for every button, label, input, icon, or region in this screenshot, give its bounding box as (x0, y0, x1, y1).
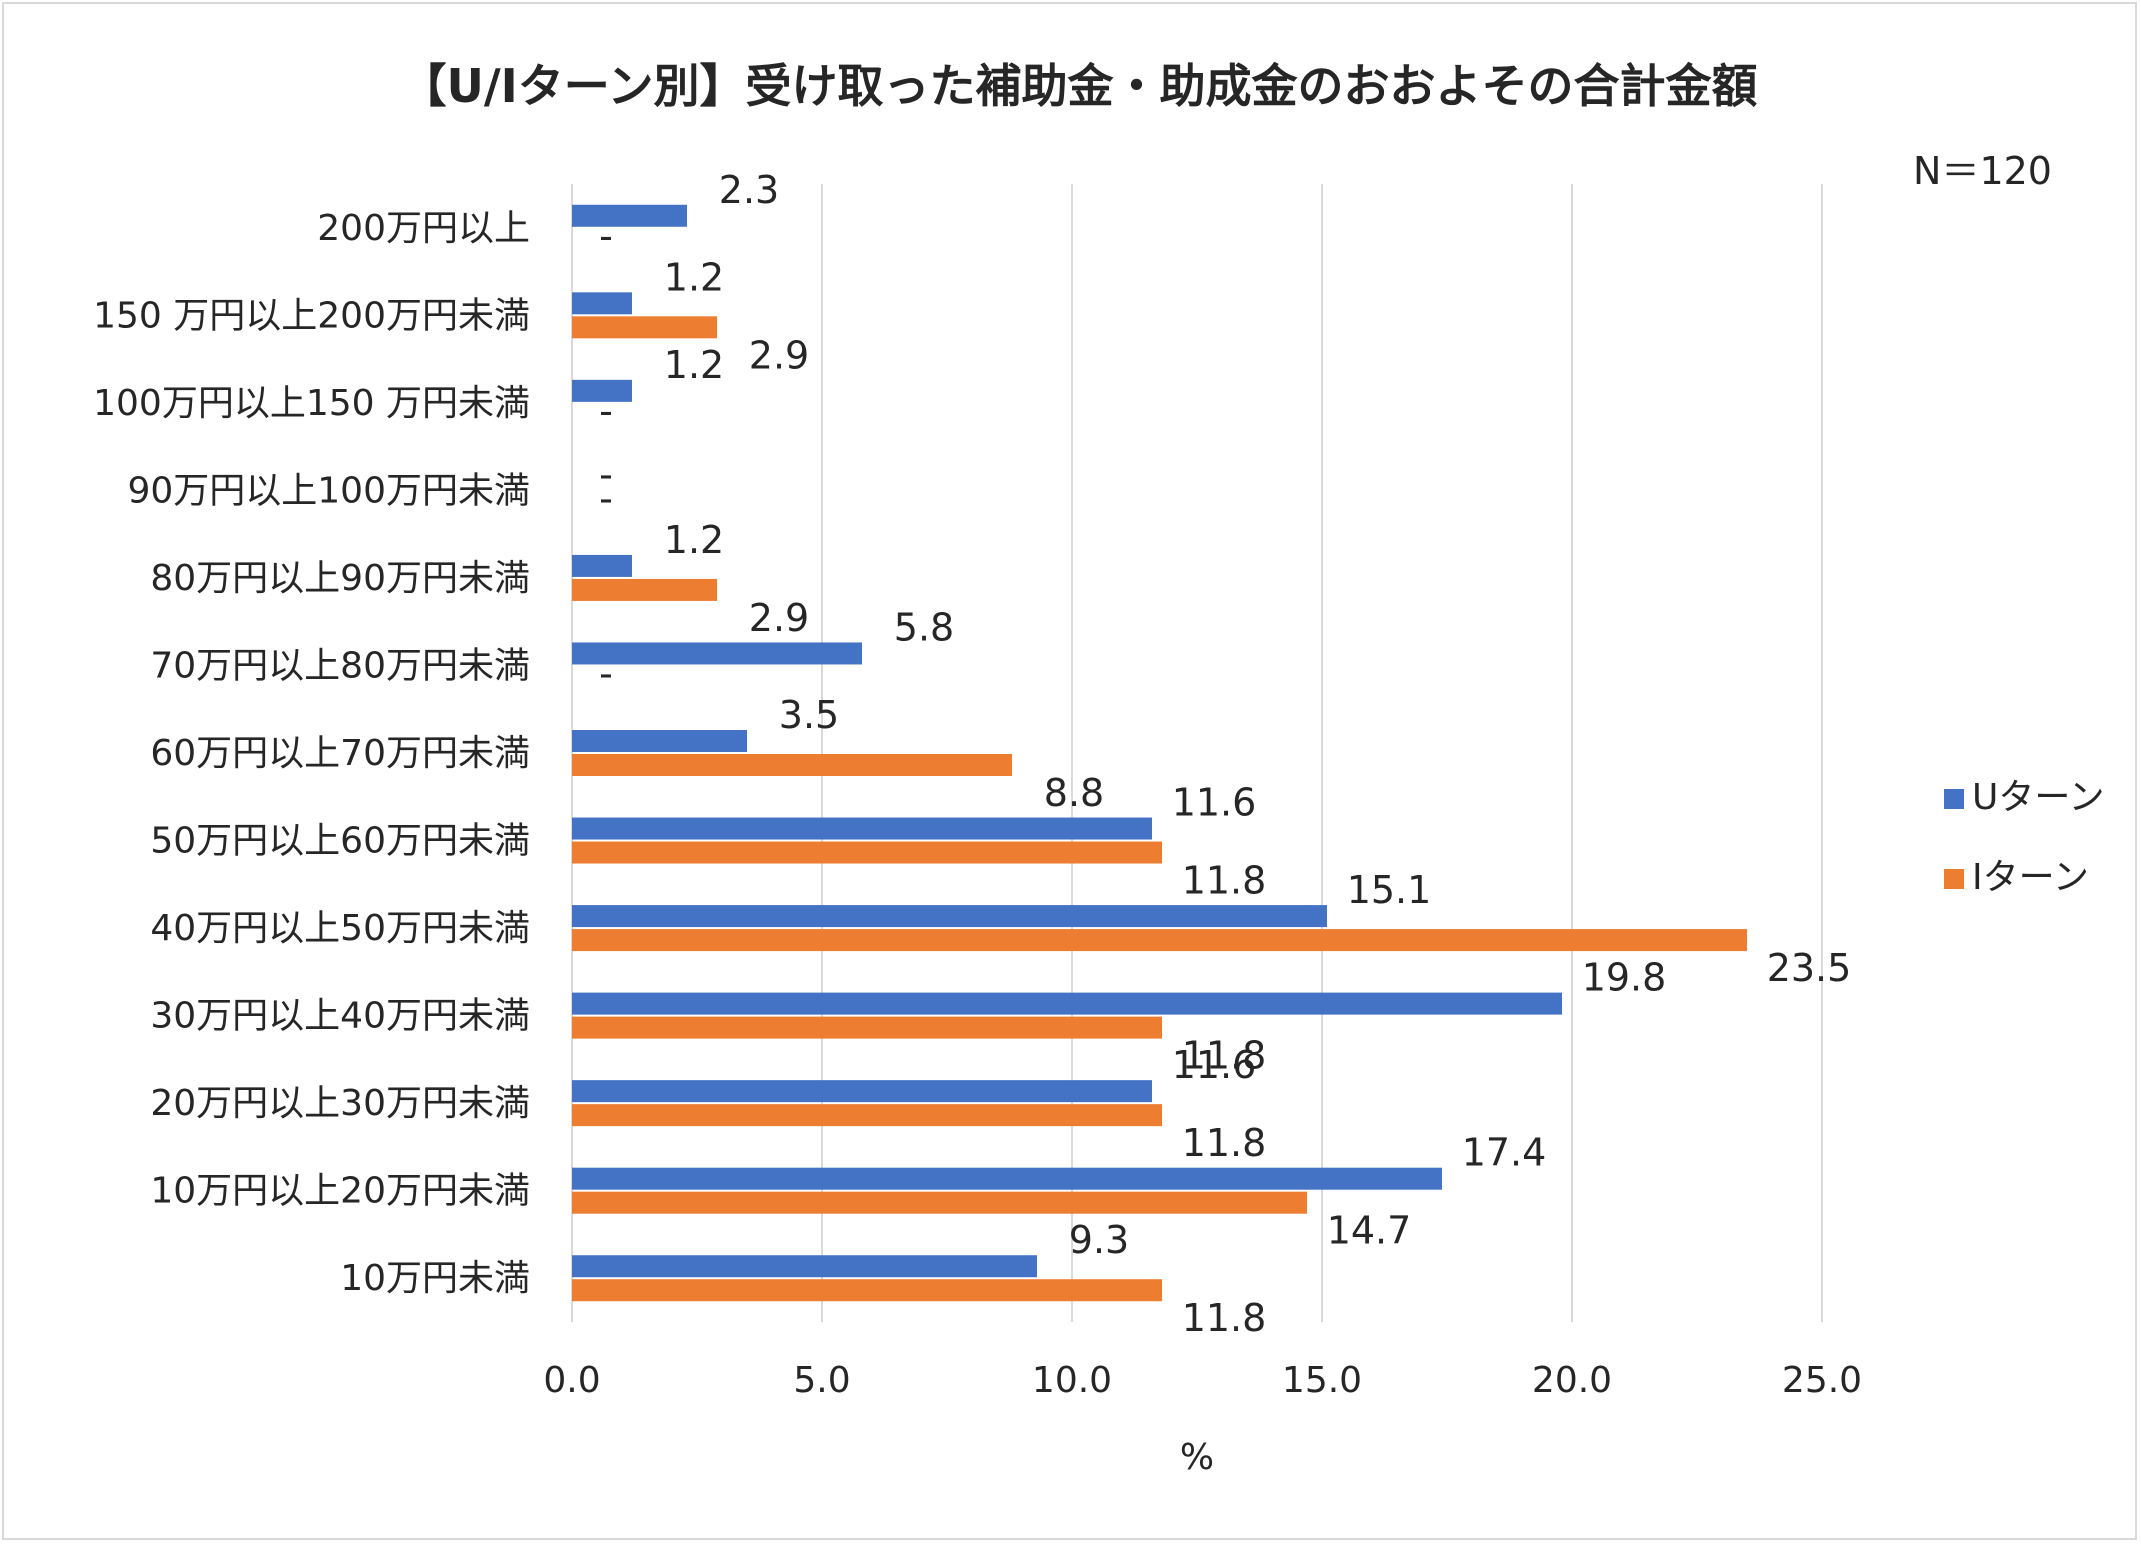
category-label: 60万円以上70万円未満 (150, 733, 530, 774)
i-turn-bar (572, 1191, 1307, 1214)
i-turn-empty-label: - (599, 214, 613, 258)
u-turn-value-label: 1.2 (664, 343, 724, 387)
i-turn-empty-label: - (599, 651, 613, 695)
i-turn-legend-label: Iターン (1972, 857, 2089, 898)
i-turn-value-label: 23.5 (1767, 946, 1852, 990)
u-turn-value-label: 19.8 (1582, 956, 1667, 1000)
i-turn-value-label: 8.8 (1044, 771, 1104, 815)
u-turn-value-label: 1.2 (664, 255, 724, 299)
i-turn-bar (572, 754, 1012, 776)
i-turn-bar (572, 1104, 1162, 1127)
u-turn-bar (572, 204, 687, 227)
u-turn-value-label: 11.6 (1172, 781, 1257, 825)
i-turn-bar (572, 1279, 1162, 1302)
chart-title: 【U/Iターン別】受け取った補助金・助成金のおおよその合計金額 (401, 59, 1758, 113)
u-turn-value-label: 15.1 (1347, 868, 1432, 912)
u-turn-bar (572, 554, 632, 577)
i-turn-bar (572, 578, 717, 601)
i-turn-bar (572, 841, 1162, 864)
u-turn-bar (572, 1167, 1442, 1190)
i-turn-bar (572, 1016, 1162, 1039)
sample-size-note: N＝120 (1913, 149, 2052, 193)
u-turn-value-label: 5.8 (894, 605, 954, 649)
x-tick-label: 10.0 (1032, 1360, 1112, 1401)
x-tick-label: 5.0 (793, 1360, 850, 1401)
u-turn-value-label: 17.4 (1462, 1131, 1547, 1175)
category-label: 80万円以上90万円未満 (150, 558, 530, 599)
category-label: 40万円以上50万円未満 (150, 908, 530, 949)
u-turn-bar (572, 1255, 1037, 1278)
u-turn-empty-label: - (599, 452, 613, 496)
bars (572, 204, 1747, 1302)
i-turn-value-label: 11.8 (1182, 1121, 1267, 1165)
category-label: 70万円以上80万円未満 (150, 645, 530, 686)
category-label: 150 万円以上200万円未満 (93, 295, 530, 336)
i-turn-value-label: 2.9 (749, 333, 809, 377)
category-labels: 200万円以上 150 万円以上200万円未満 100万円以上150 万円未満 90万… (93, 208, 530, 1299)
x-tick-label: 25.0 (1782, 1360, 1862, 1401)
i-turn-bar (572, 316, 717, 339)
category-label: 100万円以上150 万円未満 (93, 383, 530, 424)
u-turn-value-label: 9.3 (1069, 1218, 1129, 1262)
u-turn-value-label: 2.3 (719, 168, 779, 212)
i-turn-value-label: 14.7 (1327, 1209, 1412, 1253)
i-turn-empty-label: - (599, 476, 613, 520)
u-turn-bar (572, 379, 632, 402)
i-turn-value-label: 11.8 (1182, 1296, 1267, 1340)
x-axis-label: % (1180, 1437, 1214, 1478)
category-label: 20万円以上30万円未満 (150, 1083, 530, 1124)
i-turn-value-label: 11.8 (1182, 859, 1267, 903)
u-turn-bar (572, 642, 862, 665)
u-turn-value-label: 1.2 (664, 518, 724, 562)
x-tick-label: 20.0 (1532, 1360, 1612, 1401)
chart-svg: 【U/Iターン別】受け取った補助金・助成金のおおよその合計金額 N＝120 2.… (93, 59, 2105, 1478)
u-turn-value-label: 3.5 (779, 693, 839, 737)
category-label: 50万円以上60万円未満 (150, 821, 530, 862)
data-labels: 2.3-1.22.91.2---1.22.9 5.8-3.58.8 11.611.8… (599, 168, 1851, 1340)
i-turn-legend-swatch (1944, 869, 1964, 889)
i-turn-value-label: 2.9 (749, 596, 809, 640)
category-label: 10万円以上20万円未満 (150, 1171, 530, 1212)
category-label: 90万円以上100万円未満 (127, 470, 530, 511)
u-turn-bar (572, 905, 1327, 928)
gridlines (571, 184, 1823, 1322)
u-turn-bar (572, 1080, 1152, 1103)
legend: Uターン Iターン (1944, 777, 2105, 898)
u-turn-bar (572, 730, 747, 752)
u-turn-value-label: 11.6 (1172, 1043, 1257, 1087)
category-label: 30万円以上40万円未満 (150, 996, 530, 1037)
u-turn-bar (572, 292, 632, 315)
i-turn-empty-label: - (599, 389, 613, 433)
category-label: 200万円以上 (317, 208, 530, 249)
x-tick-label: 15.0 (1282, 1360, 1362, 1401)
x-tick-labels: 0.0 5.0 10.0 15.0 20.0 25.0 (543, 1360, 1862, 1401)
x-tick-label: 0.0 (543, 1360, 600, 1401)
u-turn-legend-label: Uターン (1972, 777, 2105, 818)
category-label: 10万円未満 (340, 1258, 530, 1299)
u-turn-bar (572, 992, 1562, 1015)
u-turn-bar (572, 817, 1152, 840)
u-turn-legend-swatch (1944, 789, 1964, 809)
i-turn-value-label: 11.8 (1182, 1034, 1267, 1078)
i-turn-bar (572, 929, 1747, 952)
